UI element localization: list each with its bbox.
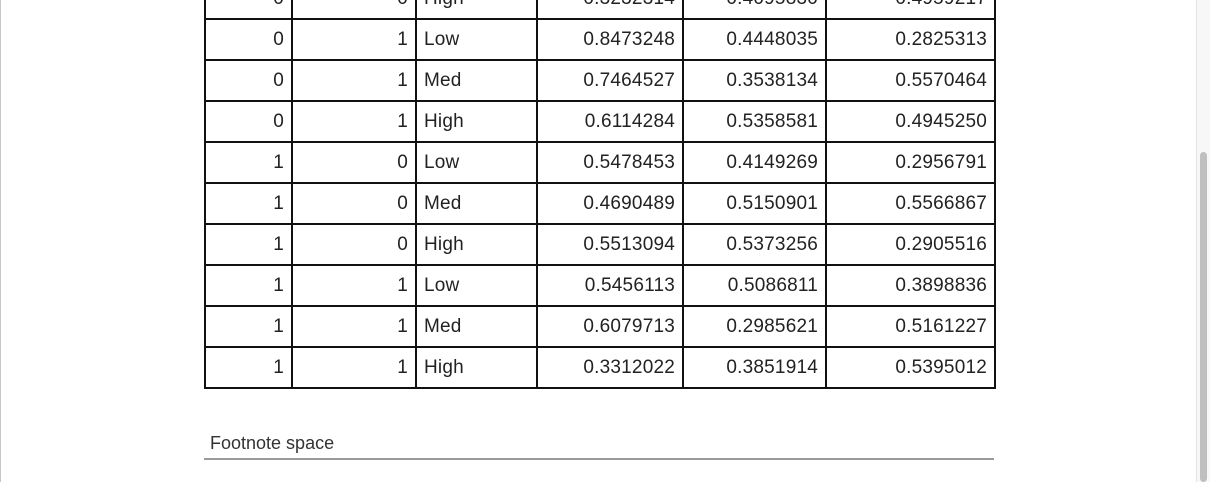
table-cell: 0.5513094 xyxy=(536,223,684,266)
table-cell: 0.5570464 xyxy=(825,59,996,102)
table-row: 1 1 High 0.3312022 0.3851914 0.5395012 xyxy=(204,346,996,389)
scrollbar-thumb[interactable] xyxy=(1200,152,1207,482)
table-row: 0 1 High 0.6114284 0.5358581 0.4945250 xyxy=(204,100,996,143)
table-cell: 0.4448035 xyxy=(682,18,827,61)
table-cell: 1 xyxy=(204,141,293,184)
table-cell: 1 xyxy=(291,264,417,307)
table-cell: 0 xyxy=(204,59,293,102)
vertical-scrollbar[interactable] xyxy=(1196,0,1210,482)
table-row: 1 1 Low 0.5456113 0.5086811 0.3898836 xyxy=(204,264,996,307)
table-cell: 0 xyxy=(204,0,293,20)
table-row: 1 0 Low 0.5478453 0.4149269 0.2956791 xyxy=(204,141,996,184)
table-cell: Med xyxy=(415,305,538,348)
table-cell: 0.3232314 xyxy=(536,0,684,20)
table-row: 0 1 Low 0.8473248 0.4448035 0.2825313 xyxy=(204,18,996,61)
table-cell: 1 xyxy=(204,346,293,389)
table-row: 1 1 Med 0.6079713 0.2985621 0.5161227 xyxy=(204,305,996,348)
table-cell: 0 xyxy=(291,141,417,184)
table-cell: Low xyxy=(415,141,538,184)
table-cell: 0.6114284 xyxy=(536,100,684,143)
table-body: 0 0 High 0.3232314 0.4095830 0.4959217 0… xyxy=(204,0,996,389)
table-cell: 0.2905516 xyxy=(825,223,996,266)
table-cell: 0.4095830 xyxy=(682,0,827,20)
table-row: 1 0 Med 0.4690489 0.5150901 0.5566867 xyxy=(204,182,996,225)
table-cell: 0 xyxy=(204,18,293,61)
table-cell: 0.5086811 xyxy=(682,264,827,307)
table-cell: 0.3898836 xyxy=(825,264,996,307)
table-cell: 0 xyxy=(291,182,417,225)
table-cell: 0.2825313 xyxy=(825,18,996,61)
table-cell: 0.2985621 xyxy=(682,305,827,348)
table-cell: 0.8473248 xyxy=(536,18,684,61)
table-footnote: Footnote space xyxy=(204,430,994,460)
table-cell: 0.5395012 xyxy=(825,346,996,389)
table-cell: 0.5161227 xyxy=(825,305,996,348)
table-cell: High xyxy=(415,0,538,20)
table-cell: 1 xyxy=(204,182,293,225)
table-row: 1 0 High 0.5513094 0.5373256 0.2905516 xyxy=(204,223,996,266)
table-cell: 1 xyxy=(291,305,417,348)
table-cell: 0 xyxy=(291,223,417,266)
table-cell: Low xyxy=(415,18,538,61)
table-cell: 1 xyxy=(291,59,417,102)
table-cell: 1 xyxy=(291,346,417,389)
table-row: 0 0 High 0.3232314 0.4095830 0.4959217 xyxy=(204,0,996,20)
table-cell: High xyxy=(415,100,538,143)
table-cell: 1 xyxy=(291,100,417,143)
table-cell: 0.5456113 xyxy=(536,264,684,307)
table-cell: 0.6079713 xyxy=(536,305,684,348)
table-container: 0 0 High 0.3232314 0.4095830 0.4959217 0… xyxy=(204,0,996,389)
table-cell: Med xyxy=(415,182,538,225)
table-cell: 0.5478453 xyxy=(536,141,684,184)
table-cell: Low xyxy=(415,264,538,307)
table-cell: 0.2956791 xyxy=(825,141,996,184)
table-cell: 0 xyxy=(204,100,293,143)
table-cell: 0.3538134 xyxy=(682,59,827,102)
data-table: 0 0 High 0.3232314 0.4095830 0.4959217 0… xyxy=(204,0,996,389)
table-cell: High xyxy=(415,223,538,266)
table-cell: Med xyxy=(415,59,538,102)
table-cell: 0.5566867 xyxy=(825,182,996,225)
table-cell: 1 xyxy=(204,264,293,307)
table-cell: 0.5150901 xyxy=(682,182,827,225)
table-cell: High xyxy=(415,346,538,389)
table-cell: 0.3312022 xyxy=(536,346,684,389)
table-row: 0 1 Med 0.7464527 0.3538134 0.5570464 xyxy=(204,59,996,102)
table-cell: 1 xyxy=(204,305,293,348)
table-cell: 0.4945250 xyxy=(825,100,996,143)
table-cell: 0.4959217 xyxy=(825,0,996,20)
table-cell: 0.5358581 xyxy=(682,100,827,143)
table-cell: 1 xyxy=(204,223,293,266)
table-cell: 1 xyxy=(291,18,417,61)
table-cell: 0.7464527 xyxy=(536,59,684,102)
table-cell: 0.3851914 xyxy=(682,346,827,389)
table-cell: 0.4149269 xyxy=(682,141,827,184)
table-cell: 0.4690489 xyxy=(536,182,684,225)
left-border xyxy=(0,0,1,482)
table-cell: 0 xyxy=(291,0,417,20)
table-cell: 0.5373256 xyxy=(682,223,827,266)
